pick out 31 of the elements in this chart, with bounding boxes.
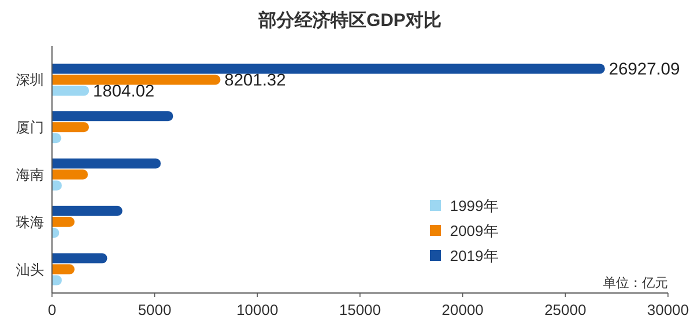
y-tick-label: 珠海 [16, 214, 44, 230]
x-tick-label: 25000 [544, 302, 586, 319]
bar [52, 158, 161, 168]
bar [52, 86, 90, 96]
bar [52, 216, 75, 227]
y-tick-label: 深圳 [16, 72, 44, 88]
bar [52, 64, 605, 74]
x-tick-label: 30000 [647, 302, 689, 319]
data-label: 8201.32 [224, 70, 286, 90]
y-tick-label: 海南 [16, 166, 44, 182]
bar [52, 111, 174, 122]
annotation: 单位：亿元 [603, 275, 668, 290]
bar [52, 170, 88, 180]
data-label: 26927.09 [608, 60, 680, 79]
bar [52, 253, 108, 264]
x-tick-label: 10000 [236, 302, 278, 319]
y-tick-label: 厦门 [16, 119, 44, 136]
x-tick-label: 0 [48, 302, 56, 319]
legend-label: 1999年 [450, 198, 498, 215]
bar [52, 74, 220, 85]
x-tick-label: 20000 [442, 302, 484, 319]
legend-label: 2009年 [450, 223, 498, 240]
bar [52, 206, 122, 216]
chart-title: 部分经济特区GDP对比 [257, 10, 442, 30]
x-tick-label: 5000 [138, 302, 172, 319]
bar [52, 122, 89, 132]
data-label: 1804.02 [93, 82, 154, 101]
legend-label: 2019年 [450, 248, 498, 265]
bar [52, 264, 75, 274]
x-tick-label: 15000 [339, 302, 381, 319]
y-tick-label: 汕头 [16, 261, 44, 278]
